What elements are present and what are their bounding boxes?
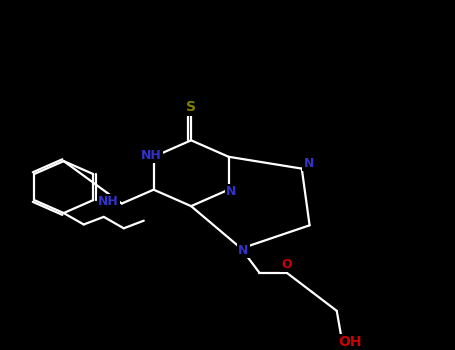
Text: S: S [186, 100, 196, 114]
Text: NH: NH [141, 148, 162, 162]
Text: N: N [303, 157, 314, 170]
Text: O: O [281, 258, 292, 271]
Text: N: N [238, 244, 249, 257]
Text: N: N [226, 185, 236, 198]
Text: NH: NH [98, 195, 119, 208]
Text: OH: OH [339, 335, 362, 349]
